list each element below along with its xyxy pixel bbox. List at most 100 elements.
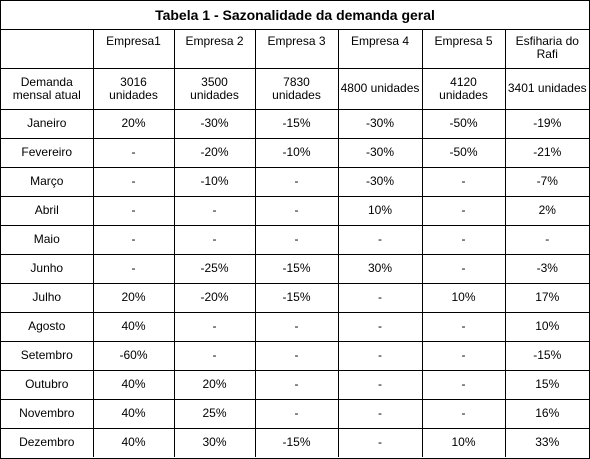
variation-cell: -15% (254, 427, 339, 457)
variation-cell: -21% (504, 137, 589, 168)
variation-cell: -3% (504, 253, 589, 284)
variation-cell: -7% (504, 166, 589, 197)
month-label: Abril (1, 195, 94, 226)
variation-cell: 10% (421, 282, 506, 313)
variation-cell: - (173, 340, 256, 371)
demand-cell: 3401 unidades (504, 67, 589, 110)
variation-cell: 40% (92, 427, 175, 457)
variation-cell: - (421, 369, 506, 400)
row-label: Demanda mensal atual (1, 67, 94, 110)
header-cell-empresa4: Empresa 4 (337, 30, 423, 69)
header-cell-empresa5: Empresa 5 (421, 30, 506, 69)
variation-cell: -15% (254, 108, 339, 139)
variation-cell: -15% (504, 340, 589, 371)
variation-cell: - (337, 398, 423, 429)
demand-cell: 3016 unidades (92, 67, 175, 110)
variation-cell: - (254, 166, 339, 197)
variation-cell: - (173, 224, 256, 255)
table-row: Agosto 40% - - - -10% (1, 311, 589, 342)
table-row: Setembro -60% - - - - -15% (1, 340, 589, 371)
variation-cell: 16% (504, 398, 589, 429)
table-row: Dezembro 40% 30% -15% -10% 33% (1, 427, 589, 457)
variation-cell: 33% (504, 427, 589, 457)
variation-cell: -15% (254, 282, 339, 313)
table-row: Novembro 40% 25% - - -16% (1, 398, 589, 429)
variation-cell: -20% (173, 137, 256, 168)
variation-cell: - (421, 253, 506, 284)
variation-cell: - (254, 311, 339, 342)
variation-cell: 20% (173, 369, 256, 400)
variation-cell: - (421, 340, 506, 371)
variation-cell: - (421, 398, 506, 429)
month-label: Fevereiro (1, 137, 94, 168)
variation-cell: - (337, 224, 423, 255)
variation-cell: - (92, 166, 175, 197)
variation-cell: 30% (337, 253, 423, 284)
table-row: Julho 20% -20% -15% -10% 17% (1, 282, 589, 313)
month-label: Julho (1, 282, 94, 313)
variation-cell: 10% (337, 195, 423, 226)
table-row: Abril - - -10% -2% (1, 195, 589, 226)
variation-cell: - (173, 311, 256, 342)
header-cell-empty (1, 30, 94, 69)
variation-cell: -60% (92, 340, 175, 371)
variation-cell: - (337, 340, 423, 371)
variation-cell: - (337, 282, 423, 313)
variation-cell: 15% (504, 369, 589, 400)
variation-cell: - (504, 224, 589, 255)
month-label: Dezembro (1, 427, 94, 457)
variation-cell: -30% (173, 108, 256, 139)
header-cell-esfiharia: Esfiharia do Rafi (504, 30, 589, 69)
table-title: Tabela 1 - Sazonalidade da demanda geral (1, 1, 589, 30)
variation-cell: 40% (92, 398, 175, 429)
variation-cell: 40% (92, 369, 175, 400)
month-label: Setembro (1, 340, 94, 371)
base-demand-row: Demanda mensal atual 3016 unidades 3500 … (1, 67, 589, 110)
month-label: Janeiro (1, 108, 94, 139)
variation-cell: - (337, 311, 423, 342)
variation-cell: - (92, 253, 175, 284)
variation-cell: 20% (92, 282, 175, 313)
variation-cell: -10% (254, 137, 339, 168)
variation-cell: - (337, 427, 423, 457)
month-label: Outubro (1, 369, 94, 400)
variation-cell: 25% (173, 398, 256, 429)
variation-cell: -25% (173, 253, 256, 284)
variation-cell: 20% (92, 108, 175, 139)
demand-cell: 7830 unidades (254, 67, 339, 110)
variation-cell: - (337, 369, 423, 400)
header-row: Empresa1 Empresa 2 Empresa 3 Empresa 4 E… (1, 30, 589, 69)
header-cell-empresa2: Empresa 2 (173, 30, 256, 69)
variation-cell: - (92, 224, 175, 255)
variation-cell: -30% (337, 108, 423, 139)
variation-cell: 10% (504, 311, 589, 342)
variation-cell: - (92, 195, 175, 226)
variation-cell: - (254, 224, 339, 255)
variation-cell: 10% (421, 427, 506, 457)
variation-cell: 17% (504, 282, 589, 313)
variation-cell: - (421, 311, 506, 342)
variation-cell: 2% (504, 195, 589, 226)
demand-cell: 4800 unidades (337, 67, 423, 110)
variation-cell: - (421, 224, 506, 255)
table-row: Junho - -25% -15% 30% - -3% (1, 253, 589, 284)
variation-cell: - (254, 398, 339, 429)
variation-cell: -10% (173, 166, 256, 197)
variation-cell: - (92, 137, 175, 168)
variation-cell: - (254, 195, 339, 226)
variation-cell: - (421, 166, 506, 197)
variation-cell: - (421, 195, 506, 226)
variation-cell: 40% (92, 311, 175, 342)
demand-cell: 3500 unidades (173, 67, 256, 110)
table-row: Outubro 40% 20% - - -15% (1, 369, 589, 400)
table-row: Fevereiro - -20% -10% -30% -50% -21% (1, 137, 589, 168)
header-cell-empresa3: Empresa 3 (254, 30, 339, 69)
variation-cell: - (254, 369, 339, 400)
variation-cell: -50% (421, 108, 506, 139)
table-row: Janeiro 20% -30% -15% -30% -50% -19% (1, 108, 589, 139)
month-label: Maio (1, 224, 94, 255)
variation-cell: - (254, 340, 339, 371)
demand-cell: 4120 unidades (421, 67, 506, 110)
month-label: Novembro (1, 398, 94, 429)
